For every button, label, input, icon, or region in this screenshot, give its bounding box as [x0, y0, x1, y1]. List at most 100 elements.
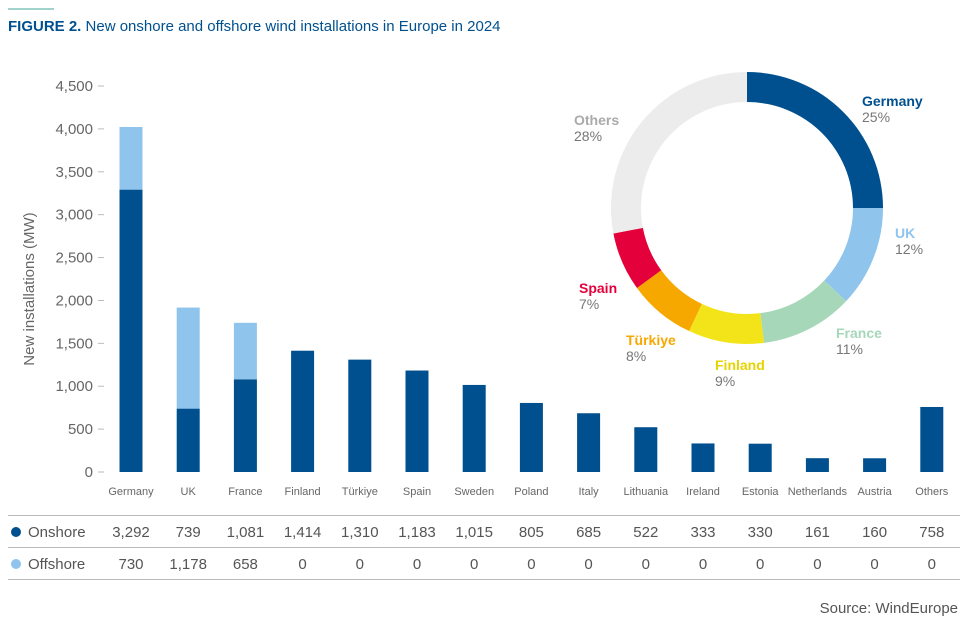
- y-tick-label: 2,500: [55, 250, 93, 267]
- bar-onshore: [291, 350, 315, 472]
- y-axis-label: New installations (MW): [21, 212, 38, 365]
- donut-percent: 11%: [836, 341, 863, 357]
- donut-percent: 9%: [715, 373, 735, 389]
- bar-onshore: [176, 408, 200, 472]
- title-accent-line: [8, 8, 54, 10]
- donut-percent: 8%: [626, 348, 646, 364]
- bar-onshore: [748, 443, 772, 472]
- table-cell: 0: [642, 556, 650, 573]
- bar-offshore: [233, 322, 257, 380]
- x-tick-label: Netherlands: [788, 486, 848, 498]
- table-cell: 658: [233, 556, 258, 573]
- bar-offshore: [176, 307, 200, 409]
- bar-onshore: [691, 443, 715, 472]
- x-tick-label: Austria: [857, 486, 892, 498]
- bar-onshore: [805, 458, 829, 472]
- x-tick-label: Italy: [579, 486, 600, 498]
- y-tick-label: 4,000: [55, 121, 93, 138]
- table-row-label: Onshore: [28, 524, 86, 541]
- x-tick-label: Germany: [108, 486, 154, 498]
- table-cell: 1,310: [341, 524, 379, 541]
- table-cell: 805: [519, 524, 544, 541]
- x-tick-label: Estonia: [742, 486, 780, 498]
- table-legend-dot: [11, 559, 21, 569]
- donut-label: Germany: [862, 93, 923, 109]
- figure-title: FIGURE 2. New onshore and offshore wind …: [8, 18, 501, 35]
- table-cell: 1,414: [284, 524, 322, 541]
- donut-label: UK: [895, 225, 915, 241]
- table-cell: 1,178: [169, 556, 207, 573]
- table-cell: 0: [813, 556, 821, 573]
- table-cell: 1,015: [455, 524, 493, 541]
- x-tick-label: Sweden: [454, 486, 494, 498]
- bar-offshore: [119, 127, 143, 190]
- y-tick-label: 500: [68, 421, 93, 438]
- table-cell: 0: [756, 556, 764, 573]
- table-cell: 0: [870, 556, 878, 573]
- table-cell: 730: [118, 556, 143, 573]
- table-cell: 3,292: [112, 524, 150, 541]
- bar-onshore: [519, 402, 543, 472]
- bar-onshore: [462, 384, 486, 472]
- donut-slice: [760, 280, 847, 343]
- y-tick-label: 4,500: [55, 78, 93, 95]
- table-cell: 0: [699, 556, 707, 573]
- bar-onshore: [119, 189, 143, 472]
- donut-label: Finland: [715, 357, 765, 373]
- donut-slice: [824, 208, 883, 302]
- x-tick-label: Poland: [514, 486, 548, 498]
- table-cell: 1,183: [398, 524, 436, 541]
- table-cell: 1,081: [227, 524, 265, 541]
- x-tick-label: Others: [915, 486, 949, 498]
- y-tick-label: 1,500: [55, 335, 93, 352]
- y-tick-label: 3,500: [55, 164, 93, 181]
- bar-onshore: [405, 370, 429, 472]
- table-cell: 330: [748, 524, 773, 541]
- x-tick-label: UK: [181, 486, 197, 498]
- table-cell: 160: [862, 524, 887, 541]
- x-tick-label: Türkiye: [342, 486, 378, 498]
- donut-slice: [747, 72, 883, 208]
- donut-slice: [610, 72, 747, 234]
- bar-onshore: [863, 458, 887, 472]
- bar-onshore: [348, 359, 372, 472]
- table-cell: 0: [413, 556, 421, 573]
- y-tick-label: 0: [85, 464, 93, 481]
- table-cell: 161: [805, 524, 830, 541]
- donut-label: Spain: [579, 280, 617, 296]
- table-cell: 0: [527, 556, 535, 573]
- y-tick-label: 3,000: [55, 207, 93, 224]
- bar-onshore: [577, 413, 601, 472]
- donut-slice: [636, 270, 702, 332]
- donut-percent: 28%: [574, 128, 602, 144]
- table-cell: 739: [176, 524, 201, 541]
- table-cell: 0: [298, 556, 306, 573]
- figure-label: FIGURE 2.: [8, 18, 82, 35]
- table-cell: 0: [470, 556, 478, 573]
- y-tick-label: 1,000: [55, 378, 93, 395]
- donut-label: Others: [574, 112, 619, 128]
- source-note: Source: WindEurope: [819, 600, 958, 617]
- donut-percent: 7%: [579, 296, 599, 312]
- table-legend-dot: [11, 527, 21, 537]
- table-separator-top: [8, 515, 960, 516]
- table-cell: 758: [919, 524, 944, 541]
- x-tick-label: France: [228, 486, 262, 498]
- table-cell: 0: [928, 556, 936, 573]
- table-cell: 0: [584, 556, 592, 573]
- y-tick-label: 2,000: [55, 292, 93, 309]
- table-cell: 0: [356, 556, 364, 573]
- x-tick-label: Lithuania: [623, 486, 669, 498]
- table-cell: 522: [633, 524, 658, 541]
- bar-onshore: [634, 427, 658, 472]
- donut-percent: 12%: [895, 241, 923, 257]
- table-separator-bottom: [8, 579, 960, 580]
- table-cell: 685: [576, 524, 601, 541]
- figure-title-text: New onshore and offshore wind installati…: [85, 18, 501, 35]
- donut-percent: 25%: [862, 109, 890, 125]
- table-cell: 333: [690, 524, 715, 541]
- donut-slice: [689, 303, 765, 344]
- bar-onshore: [233, 379, 257, 472]
- bar-onshore: [920, 406, 944, 472]
